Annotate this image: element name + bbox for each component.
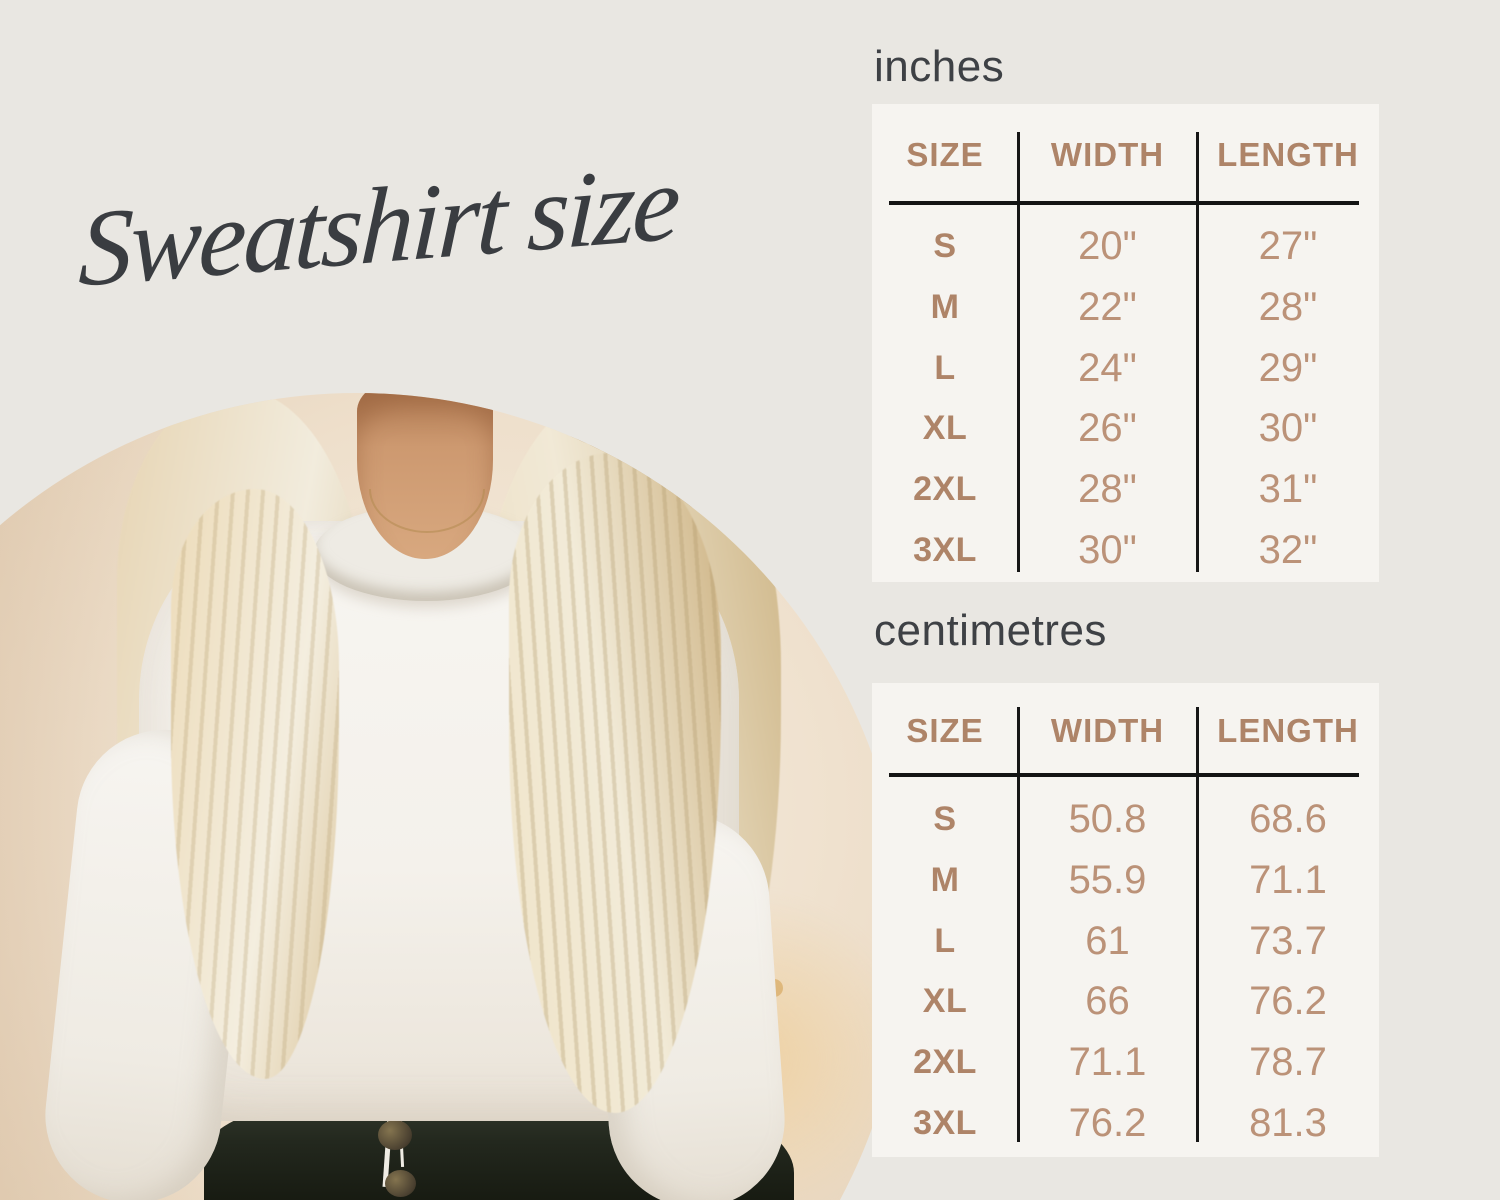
table-row: S 50.8 68.6: [872, 789, 1379, 850]
table-row: M 22" 28": [872, 277, 1379, 338]
model-photo-circle: [0, 393, 905, 1200]
page-title: Sweatshirt size: [76, 142, 681, 310]
length-cell: 81.3: [1249, 1100, 1327, 1145]
table-row: M 55.9 71.1: [872, 850, 1379, 911]
length-cell: 73.7: [1249, 918, 1327, 963]
length-cell: 29": [1258, 345, 1318, 390]
length-cell: 68.6: [1249, 797, 1327, 842]
table-row: XL 26" 30": [872, 398, 1379, 459]
table-row: 2XL 71.1 78.7: [872, 1032, 1379, 1093]
header-cell-width: WIDTH: [1050, 136, 1165, 173]
jeans-button: [378, 1120, 412, 1150]
table-row: 3XL 76.2 81.3: [872, 1092, 1379, 1153]
length-cell: 27": [1258, 224, 1318, 269]
size-cell: M: [930, 861, 960, 900]
size-cell: M: [930, 288, 960, 327]
table-row: XL 66 76.2: [872, 971, 1379, 1032]
width-cell: 28": [1078, 467, 1137, 512]
table-row: L 61 73.7: [872, 910, 1379, 971]
table-header-row: SIZE WIDTH LENGTH: [872, 104, 1379, 205]
table-body: S 50.8 68.6 M 55.9 71.1 L 61 73.7 XL 66 …: [872, 777, 1379, 1153]
length-cell: 32": [1258, 527, 1318, 572]
column-divider: [1196, 132, 1199, 572]
size-cell: S: [933, 800, 957, 839]
length-cell: 28": [1258, 285, 1318, 330]
width-cell: 61: [1085, 918, 1130, 963]
header-underline: [889, 201, 1359, 205]
column-divider: [1017, 707, 1020, 1142]
size-cell: 2XL: [913, 1043, 977, 1082]
width-cell: 71.1: [1068, 1040, 1147, 1085]
header-cell-width: WIDTH: [1050, 711, 1165, 749]
width-cell: 20": [1078, 224, 1137, 269]
size-cell: 3XL: [913, 1103, 977, 1142]
width-cell: 66: [1085, 979, 1130, 1024]
width-cell: 76.2: [1068, 1100, 1147, 1145]
header-cell-size: SIZE: [906, 711, 984, 749]
table-row: 3XL 30" 32": [872, 519, 1379, 580]
length-cell: 71.1: [1249, 858, 1327, 903]
width-cell: 55.9: [1068, 858, 1147, 903]
header-cell-length: LENGTH: [1217, 711, 1359, 749]
size-cell: XL: [922, 982, 968, 1021]
length-cell: 30": [1258, 406, 1318, 451]
size-cell: L: [934, 348, 956, 387]
column-divider: [1017, 132, 1020, 572]
table-row: S 20" 27": [872, 216, 1379, 277]
centimetres-table-label: centimetres: [874, 606, 1107, 655]
length-cell: 31": [1258, 467, 1318, 512]
size-cell: XL: [922, 409, 968, 448]
header-cell-length: LENGTH: [1217, 136, 1359, 173]
length-cell: 76.2: [1249, 979, 1327, 1024]
centimetres-size-table: SIZE WIDTH LENGTH S 50.8 68.6 M 55.9 71.…: [872, 683, 1379, 1157]
table-body: S 20" 27" M 22" 28" L 24" 29" XL 26" 30"…: [872, 205, 1379, 580]
width-cell: 30": [1078, 527, 1137, 572]
header-cell-size: SIZE: [906, 136, 984, 173]
size-cell: 3XL: [913, 530, 977, 569]
hair-front-right: [509, 453, 721, 1113]
width-cell: 22": [1078, 285, 1137, 330]
inches-size-table: SIZE WIDTH LENGTH S 20" 27" M 22" 28" L …: [872, 104, 1379, 582]
column-divider: [1196, 707, 1199, 1142]
size-cell: 2XL: [913, 470, 977, 509]
length-cell: 78.7: [1249, 1040, 1327, 1085]
inches-table-label: inches: [874, 42, 1005, 91]
size-cell: L: [934, 921, 956, 960]
hair-front-left: [171, 489, 339, 1079]
jeans-button: [385, 1170, 416, 1197]
table-row: L 24" 29": [872, 337, 1379, 398]
header-underline: [889, 773, 1359, 777]
width-cell: 26": [1078, 406, 1137, 451]
table-header-row: SIZE WIDTH LENGTH: [872, 683, 1379, 777]
table-row: 2XL 28" 31": [872, 459, 1379, 520]
size-cell: S: [933, 227, 957, 266]
width-cell: 50.8: [1068, 797, 1147, 842]
width-cell: 24": [1078, 345, 1137, 390]
